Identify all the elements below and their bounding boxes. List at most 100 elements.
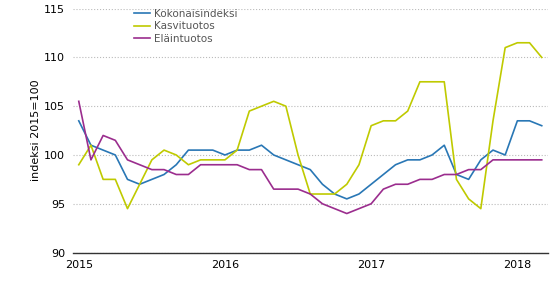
Eläintuotos [441, 173, 448, 176]
Kokonaisindeksi [160, 173, 167, 176]
Kasvituotos [538, 56, 545, 59]
Kokonaisindeksi [258, 144, 265, 147]
Legend: Kokonaisindeksi, Kasvituotos, Eläintuotos: Kokonaisindeksi, Kasvituotos, Eläintuoto… [135, 9, 238, 44]
Kokonaisindeksi [502, 153, 509, 157]
Line: Kasvituotos: Kasvituotos [79, 43, 542, 209]
Eläintuotos [429, 178, 435, 181]
Line: Eläintuotos: Eläintuotos [79, 101, 542, 214]
Kasvituotos [295, 153, 301, 157]
Kokonaisindeksi [246, 148, 253, 152]
Kokonaisindeksi [465, 178, 472, 181]
Kasvituotos [100, 178, 106, 181]
Eläintuotos [392, 183, 399, 186]
Kasvituotos [441, 80, 448, 84]
Kokonaisindeksi [477, 158, 484, 162]
Kasvituotos [246, 109, 253, 113]
Kasvituotos [465, 197, 472, 201]
Eläintuotos [88, 158, 94, 162]
Eläintuotos [124, 158, 131, 162]
Kokonaisindeksi [88, 144, 94, 147]
Kokonaisindeksi [271, 153, 277, 157]
Kasvituotos [124, 207, 131, 210]
Eläintuotos [404, 183, 411, 186]
Kasvituotos [282, 104, 289, 108]
Kasvituotos [271, 100, 277, 103]
Eläintuotos [282, 187, 289, 191]
Kasvituotos [477, 207, 484, 210]
Eläintuotos [368, 202, 375, 205]
Kokonaisindeksi [343, 197, 350, 201]
Kasvituotos [173, 153, 179, 157]
Eläintuotos [75, 100, 82, 103]
Kasvituotos [331, 192, 338, 196]
Kasvituotos [490, 119, 496, 123]
Kokonaisindeksi [112, 153, 119, 157]
Kokonaisindeksi [319, 183, 326, 186]
Eläintuotos [234, 163, 240, 166]
Kokonaisindeksi [307, 168, 314, 171]
Line: Kokonaisindeksi: Kokonaisindeksi [79, 121, 542, 199]
Kokonaisindeksi [331, 192, 338, 196]
Kokonaisindeksi [149, 178, 155, 181]
Kasvituotos [307, 192, 314, 196]
Kasvituotos [526, 41, 533, 44]
Kasvituotos [453, 178, 460, 181]
Eläintuotos [100, 134, 106, 137]
Kasvituotos [343, 183, 350, 186]
Kasvituotos [197, 158, 204, 162]
Kasvituotos [160, 148, 167, 152]
Kasvituotos [356, 163, 362, 166]
Kokonaisindeksi [392, 163, 399, 166]
Kasvituotos [185, 163, 192, 166]
Kokonaisindeksi [234, 148, 240, 152]
Eläintuotos [173, 173, 179, 176]
Eläintuotos [380, 187, 387, 191]
Eläintuotos [416, 178, 423, 181]
Kokonaisindeksi [453, 173, 460, 176]
Eläintuotos [514, 158, 521, 162]
Kasvituotos [392, 119, 399, 123]
Kokonaisindeksi [538, 124, 545, 127]
Eläintuotos [307, 192, 314, 196]
Kasvituotos [514, 41, 521, 44]
Eläintuotos [271, 187, 277, 191]
Kokonaisindeksi [173, 163, 179, 166]
Eläintuotos [160, 168, 167, 171]
Kasvituotos [234, 148, 240, 152]
Kokonaisindeksi [514, 119, 521, 123]
Kokonaisindeksi [368, 183, 375, 186]
Kokonaisindeksi [210, 148, 216, 152]
Kasvituotos [149, 158, 155, 162]
Kokonaisindeksi [526, 119, 533, 123]
Kasvituotos [136, 183, 143, 186]
Eläintuotos [319, 202, 326, 205]
Eläintuotos [185, 173, 192, 176]
Kokonaisindeksi [136, 183, 143, 186]
Kasvituotos [429, 80, 435, 84]
Kasvituotos [75, 163, 82, 166]
Kasvituotos [319, 192, 326, 196]
Kokonaisindeksi [404, 158, 411, 162]
Eläintuotos [136, 163, 143, 166]
Kasvituotos [502, 46, 509, 49]
Kasvituotos [380, 119, 387, 123]
Kasvituotos [112, 178, 119, 181]
Eläintuotos [246, 168, 253, 171]
Eläintuotos [149, 168, 155, 171]
Eläintuotos [356, 207, 362, 210]
Kasvituotos [221, 158, 228, 162]
Kokonaisindeksi [197, 148, 204, 152]
Kasvituotos [88, 144, 94, 147]
Kasvituotos [368, 124, 375, 127]
Kokonaisindeksi [441, 144, 448, 147]
Kokonaisindeksi [124, 178, 131, 181]
Kokonaisindeksi [75, 119, 82, 123]
Kokonaisindeksi [429, 153, 435, 157]
Eläintuotos [538, 158, 545, 162]
Eläintuotos [490, 158, 496, 162]
Eläintuotos [477, 168, 484, 171]
Kokonaisindeksi [416, 158, 423, 162]
Eläintuotos [526, 158, 533, 162]
Kokonaisindeksi [221, 153, 228, 157]
Eläintuotos [453, 173, 460, 176]
